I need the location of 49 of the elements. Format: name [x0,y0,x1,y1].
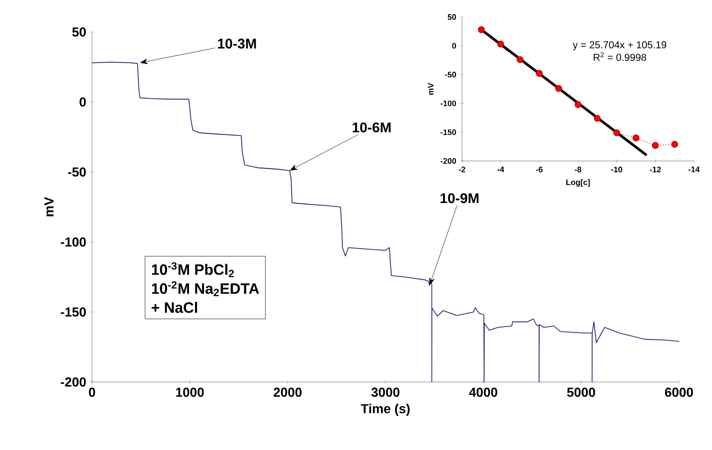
annotation: 10-6M [352,122,391,132]
annotation: 10-3M [218,38,256,49]
point [574,101,582,108]
x-tick-label: -2 [458,166,466,172]
point [516,56,524,64]
point [536,70,543,77]
x-tick-label: -12 [650,166,661,172]
y-tick-label: -50 [68,167,86,177]
x-tick-label: -4 [497,166,504,172]
point [632,134,640,142]
y-tick-label: -200 [60,377,86,387]
y-axis-title: mV [44,196,54,216]
y-tick-label: -100 [440,100,456,106]
x-tick-label: -10 [611,166,622,172]
y-tick-label: 0 [80,97,86,107]
point [652,142,659,149]
y-tick-label: -150 [440,129,456,136]
annotation: y = 25.704x + 105.19 [572,41,666,50]
x-axis-title: Log[c] [566,179,590,187]
x-tick-label: 1000 [176,388,204,397]
annotation: 10-9M [440,193,478,204]
annotation: R$^{2}$ = 0.9998 [594,52,646,61]
point [555,85,562,92]
x-tick-label: 6000 [665,388,693,397]
y-axis-title: mV [428,82,434,95]
point [478,26,485,34]
point [594,114,601,122]
y-tick-label: 0 [452,42,456,49]
point [497,40,504,48]
x-tick-label: 2000 [274,388,302,397]
x-tick-label: -8 [574,166,582,172]
point [671,140,678,148]
y-tick-label: 50 [448,14,456,20]
x-tick-label: -6 [536,166,543,172]
y-tick-label: -100 [60,237,86,247]
x-tick-label: 4000 [469,388,498,397]
x-axis-title: Time (s) [360,404,410,416]
y-tick-label: 50 [72,27,86,37]
annotation: 10$^{-2}$M Na$_{2}$EDTA [152,281,260,296]
annotation: + NaCl [152,302,198,313]
x-tick-label: 3000 [371,388,400,397]
y-tick-label: -150 [60,307,86,317]
point [613,129,620,136]
x-tick-label: 0 [88,388,96,397]
x-tick-label: -14 [688,166,700,172]
y-tick-label: -200 [440,158,456,164]
annotation: 10$^{-3}$M PbCl$_{2}$ [152,262,234,278]
y-tick-label: -50 [445,72,456,78]
x-tick-label: 5000 [567,388,596,397]
